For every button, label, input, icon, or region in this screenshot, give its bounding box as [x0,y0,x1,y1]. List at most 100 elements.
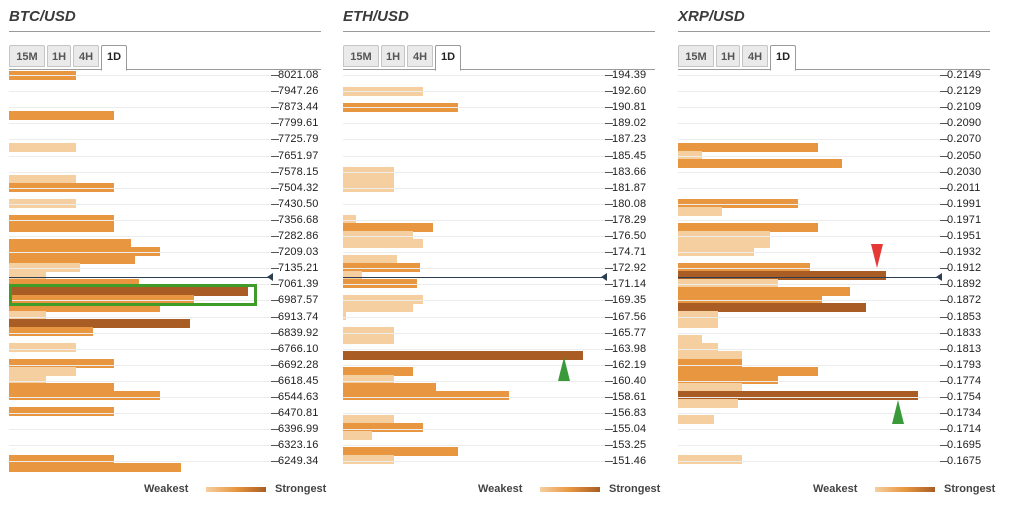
price-level-label: 7430.50 [278,198,319,210]
price-level-label: 0.2090 [947,117,982,129]
price-level-label: 0.1695 [947,439,982,451]
price-level-label: 6692.28 [278,359,319,371]
tab-1d[interactable]: 1D [101,45,127,71]
confluence-bar [343,255,397,264]
price-level-label: 162.19 [612,359,647,371]
confluence-bar [9,111,114,120]
confluence-bar [343,295,423,304]
grid-line [9,91,271,92]
price-tick [271,252,279,253]
grid-line [9,204,271,205]
confluence-bar [9,327,93,336]
price-level-label: 181.87 [612,182,647,194]
price-tick [605,397,613,398]
grid-line [343,139,605,140]
price-tick [605,284,613,285]
tab-15m[interactable]: 15M [678,45,714,67]
price-level-label: 151.46 [612,455,647,467]
confluence-bar [9,183,114,192]
tab-1d[interactable]: 1D [435,45,461,71]
tab-1h[interactable]: 1H [381,45,405,67]
confluence-bar [9,175,76,184]
confluence-bar [9,223,114,232]
grid-line [9,333,271,334]
confluence-bar [678,383,742,392]
grid-line [678,156,940,157]
confluence-bar [678,263,810,272]
price-level-label: 7356.68 [278,214,319,226]
tab-1h[interactable]: 1H [47,45,71,67]
confluence-bar [678,199,798,208]
legend-weakest: Weakest [144,483,189,495]
confluence-bar [678,391,918,400]
tab-15m[interactable]: 15M [9,45,45,67]
price-tick [940,172,948,173]
confluence-bar [343,415,394,424]
price-tick [605,204,613,205]
price-tick [271,365,279,366]
grid-line [678,381,940,382]
confluence-bar [678,287,850,296]
tab-4h[interactable]: 4H [742,45,768,67]
price-tick [605,172,613,173]
price-tick [605,381,613,382]
xrp-usd-panel: XRP/USD 15M 1H 4H 1D 0.2149 0.2129 0.2109 0… [678,0,995,505]
grid-line [343,461,605,462]
current-price-line [343,277,605,278]
tab-4h[interactable]: 4H [407,45,433,67]
confluence-bar [343,383,436,392]
price-level-label: 0.1754 [947,391,982,403]
grid-line [678,317,940,318]
price-tick [605,75,613,76]
tab-divider [343,69,655,70]
legend-strongest: Strongest [275,483,327,495]
grid-line [9,445,271,446]
grid-line [678,397,940,398]
price-tick [605,220,613,221]
price-tick [940,139,948,140]
tab-15m[interactable]: 15M [343,45,379,67]
price-level-label: 194.39 [612,69,647,81]
grid-line [678,365,940,366]
price-tick [940,429,948,430]
price-level-label: 7135.21 [278,262,319,274]
legend-gradient [540,487,600,492]
price-tick [605,91,613,92]
tab-4h[interactable]: 4H [73,45,99,67]
confluence-bar [9,343,76,352]
price-tick [271,75,279,76]
confluence-bar [678,367,818,376]
confluence-bar [343,175,394,184]
price-level-label: 0.2109 [947,101,982,113]
current-price-marker-icon [267,273,273,281]
price-level-label: 160.40 [612,375,647,387]
btc-usd-panel: BTC/USD 15M 1H 4H 1D 8021.08 7947.26 7873.… [9,0,326,505]
price-tick [940,317,948,318]
tab-1d[interactable]: 1D [770,45,796,71]
price-tick [605,445,613,446]
tab-1h[interactable]: 1H [716,45,740,67]
price-tick [605,429,613,430]
confluence-bar [9,367,76,376]
confluence-bar [678,351,742,360]
confluence-bar [9,383,114,392]
tab-divider [678,69,990,70]
grid-line [678,220,940,221]
price-tick [605,156,613,157]
grid-line [9,300,271,301]
price-tick [605,268,613,269]
confluence-chart: 194.39 192.60 190.81 189.02 187.23 185.45 183.… [343,70,655,470]
price-level-label: 0.1675 [947,455,982,467]
price-tick [271,268,279,269]
price-tick [271,139,279,140]
current-price-marker-icon [601,273,607,281]
price-level-label: 0.1734 [947,407,982,419]
price-level-label: 7282.86 [278,230,319,242]
grid-line [9,188,271,189]
price-level-label: 0.1932 [947,246,982,258]
confluence-bar [678,279,778,288]
price-level-label: 0.2149 [947,69,982,81]
price-tick [271,123,279,124]
confluence-bar [9,143,76,152]
grid-line [343,284,605,285]
